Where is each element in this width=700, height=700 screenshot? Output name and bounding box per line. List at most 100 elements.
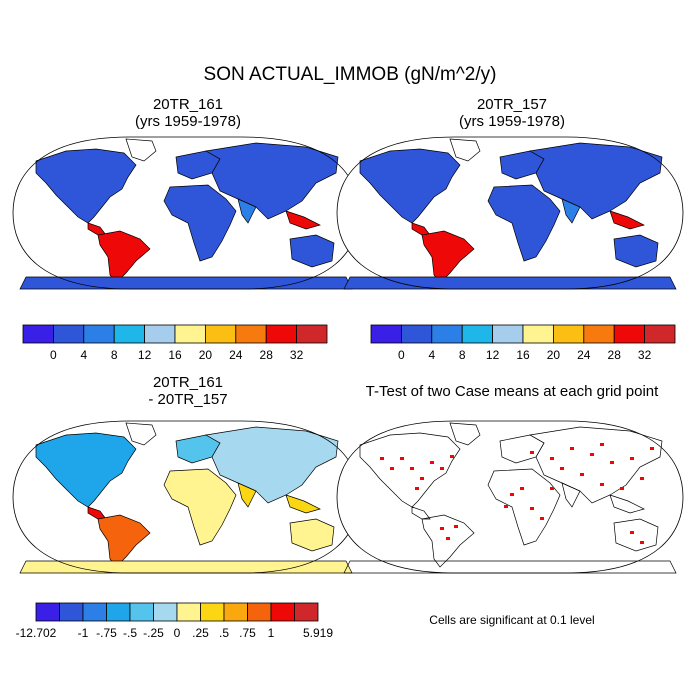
colorbar-absolute: 0 4 8 12 16 20 24 28 32 — [22, 324, 328, 362]
panel-2-title-line2: (yrs 1959-1978) — [459, 113, 565, 130]
cbar1-swatch-5 — [144, 324, 176, 344]
cbar2-tick-8: 28 — [608, 348, 622, 362]
cbar3-tick-3: -.75 — [96, 626, 117, 640]
cbar1-tick-6: 20 — [199, 348, 213, 362]
map-panel-2-land-southAmerica — [421, 230, 475, 284]
significant-cell-27 — [640, 541, 644, 544]
cbar2-swatch-7 — [553, 324, 585, 344]
panel-4-title: T-Test of two Case means at each grid po… — [352, 383, 672, 400]
significant-cell-13 — [570, 447, 574, 450]
cbar3-tick-9: .75 — [239, 626, 256, 640]
cbar1-tick-1: 0 — [50, 348, 57, 362]
map-panel-4-land-greenland — [449, 422, 481, 446]
panel-3-title: 20TR_161 - 20TR_157 — [28, 374, 348, 408]
significant-cell-30 — [600, 443, 604, 446]
significant-cell-24 — [510, 493, 514, 496]
map-panel-2-land-india — [561, 198, 581, 224]
map-panel-3 — [12, 420, 360, 574]
cbar1-swatch-7 — [204, 324, 237, 344]
significant-cell-25 — [504, 505, 508, 508]
cbar3-swatch-4 — [106, 602, 131, 622]
colorbar-absolute-2: 0 4 8 12 16 20 24 28 32 — [370, 324, 676, 362]
map-panel-3-land-seAsia — [285, 494, 321, 514]
map-panel-3-land-africa — [163, 468, 237, 546]
cbar2-swatch-2 — [400, 324, 433, 344]
map-panel-3-land-northAmerica — [35, 432, 137, 508]
map-panel-1-land-india — [237, 198, 257, 224]
map-panel-4 — [336, 420, 684, 574]
cbar2-tick-5: 16 — [516, 348, 530, 362]
cbar3-swatch-11 — [270, 602, 295, 622]
significant-cell-22 — [530, 507, 534, 510]
cbar1-tick-4: 12 — [138, 348, 152, 362]
map-panel-2-land-australia — [613, 234, 659, 268]
cbar3-tick-10: 1 — [268, 626, 275, 640]
cbar3-swatch-6 — [153, 602, 178, 622]
map-panel-3-land-southAmerica — [97, 514, 151, 568]
panel-2-title: 20TR_157 (yrs 1959-1978) — [352, 96, 672, 130]
cbar1-swatch-6 — [174, 324, 206, 344]
map-panel-4-land-southAmerica — [421, 514, 475, 568]
map-panel-1-land-greenland — [125, 138, 157, 162]
cbar3-swatch-5 — [129, 602, 154, 622]
map-panel-4-land-antarctica — [343, 560, 677, 574]
significant-cell-18 — [620, 487, 624, 490]
cbar2-tick-6: 20 — [547, 348, 561, 362]
map-panel-2-land-greenland — [449, 138, 481, 162]
significant-cell-26 — [630, 531, 634, 534]
panel-1-title: 20TR_161 (yrs 1959-1978) — [28, 96, 348, 130]
map-panels — [12, 136, 684, 574]
cbar2-swatch-1 — [370, 324, 402, 344]
cbar1-tick-8: 28 — [260, 348, 274, 362]
cbar2-tick-7: 24 — [577, 348, 591, 362]
cbar1-swatch-3 — [83, 324, 115, 344]
significant-cell-31 — [650, 447, 654, 450]
significant-cell-14 — [590, 453, 594, 456]
significant-cell-23 — [540, 517, 544, 520]
map-panel-4-land-africa — [487, 468, 561, 546]
cbar2-tick-1: 0 — [398, 348, 405, 362]
cbar2-swatch-5 — [492, 324, 524, 344]
map-panel-2-land-northAmerica — [359, 148, 461, 224]
cbar3-swatch-10 — [247, 602, 272, 622]
significance-note: Cells are significant at 0.1 level — [429, 613, 595, 627]
significant-cell-1 — [400, 457, 404, 460]
cbar1-swatch-8 — [235, 324, 267, 344]
cbar3-tick-5: -.25 — [143, 626, 164, 640]
panel-4-title-line1: T-Test of two Case means at each grid po… — [365, 383, 659, 400]
cbar2-tick-9: 32 — [638, 348, 652, 362]
panel-3-title-line1: 20TR_161 — [152, 374, 224, 391]
map-panel-1-land-northAmerica — [35, 148, 137, 224]
map-panel-4-ocean — [337, 421, 683, 573]
panel-1-title-line1: 20TR_161 — [152, 96, 224, 113]
panel-2-title-line1: 20TR_157 — [476, 96, 548, 113]
map-panel-1-land-seAsia — [285, 210, 321, 230]
map-panel-2-land-antarctica — [343, 276, 677, 290]
map-panel-4-land-australia — [613, 518, 659, 552]
significant-cell-29 — [560, 467, 564, 470]
significant-cell-10 — [454, 525, 458, 528]
map-panel-3-land-greenland — [125, 422, 157, 446]
significant-cell-5 — [440, 467, 444, 470]
cbar3-swatch-2 — [59, 602, 84, 622]
significant-cell-16 — [630, 457, 634, 460]
significant-cell-6 — [450, 455, 454, 458]
cbar1-tick-2: 4 — [80, 348, 87, 362]
significant-cell-28 — [550, 487, 554, 490]
cbar2-swatch-9 — [613, 324, 646, 344]
map-panel-4-land-centralAmerica — [411, 506, 431, 520]
significant-cell-15 — [610, 461, 614, 464]
map-panel-1-land-southAmerica — [97, 230, 151, 284]
cbar3-tick-11: 5.919 — [303, 626, 333, 640]
significant-cell-3 — [420, 477, 424, 480]
main-title: SON ACTUAL_IMMOB (gN/m^2/y) — [203, 64, 497, 85]
cbar2-swatch-3 — [431, 324, 463, 344]
cbar3-swatch-9 — [223, 602, 248, 622]
map-panel-1 — [12, 136, 360, 290]
significant-cell-7 — [415, 487, 419, 490]
cbar1-swatch-2 — [53, 324, 85, 344]
colorbar-difference: -12.702 -1 -.75 -.5 -.25 0 .25 .5 .75 1 5.919 — [16, 602, 333, 640]
cbar2-swatch-8 — [583, 324, 615, 344]
cbar3-swatch-7 — [176, 602, 201, 622]
